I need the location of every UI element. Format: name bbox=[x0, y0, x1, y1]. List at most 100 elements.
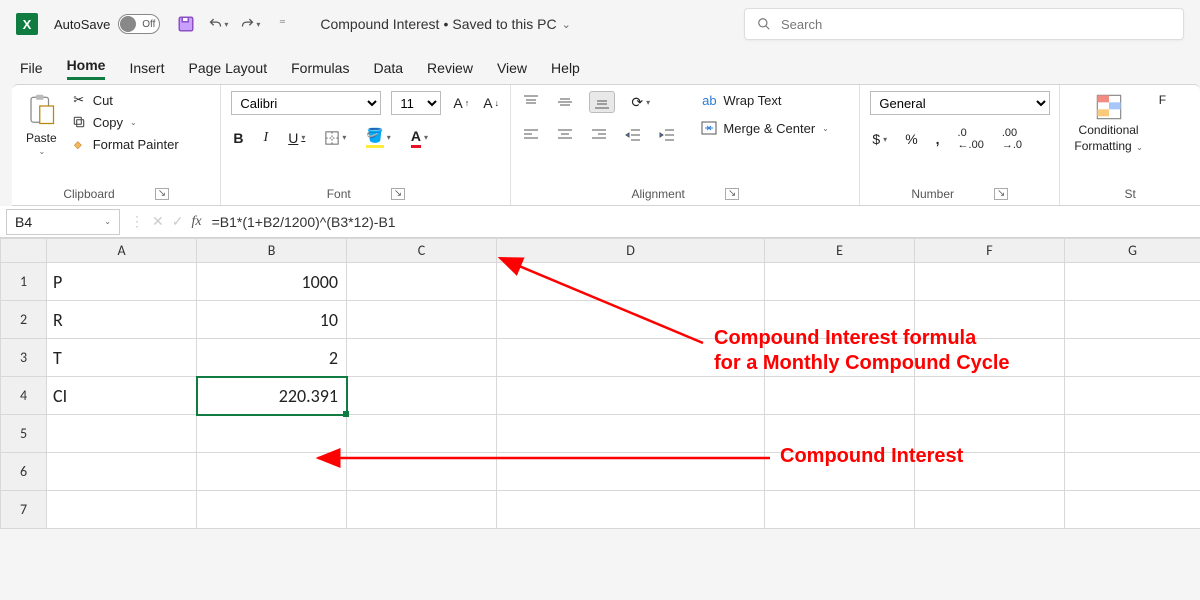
align-right-button[interactable] bbox=[589, 125, 609, 145]
number-format-select[interactable]: General bbox=[870, 91, 1050, 115]
decrease-font-button[interactable]: A↓ bbox=[481, 93, 501, 113]
font-name-select[interactable]: Calibri bbox=[231, 91, 381, 115]
cell-E6[interactable] bbox=[765, 453, 915, 491]
cell-E2[interactable] bbox=[765, 301, 915, 339]
row-header-6[interactable]: 6 bbox=[1, 453, 47, 491]
font-size-select[interactable]: 11 bbox=[391, 91, 441, 115]
underline-button[interactable]: U▾ bbox=[286, 128, 307, 148]
tab-view[interactable]: View bbox=[497, 56, 527, 80]
cell-C3[interactable] bbox=[347, 339, 497, 377]
cell-E5[interactable] bbox=[765, 415, 915, 453]
decrease-decimal-button[interactable]: .00→.0 bbox=[1000, 125, 1024, 153]
tab-review[interactable]: Review bbox=[427, 56, 473, 80]
col-header-D[interactable]: D bbox=[497, 239, 765, 263]
italic-button[interactable]: I bbox=[262, 128, 271, 148]
increase-decimal-button[interactable]: .0←.00 bbox=[956, 125, 986, 153]
dialog-launcher-icon[interactable]: ↘ bbox=[391, 188, 405, 200]
name-box[interactable]: B4 ⌄ bbox=[6, 209, 120, 235]
col-header-C[interactable]: C bbox=[347, 239, 497, 263]
tab-data[interactable]: Data bbox=[373, 56, 403, 80]
cell-C4[interactable] bbox=[347, 377, 497, 415]
cut-button[interactable]: ✂ Cut bbox=[69, 91, 181, 109]
tab-page-layout[interactable]: Page Layout bbox=[188, 56, 267, 80]
cell-D3[interactable] bbox=[497, 339, 765, 377]
cell-F6[interactable] bbox=[915, 453, 1065, 491]
cell-E3[interactable] bbox=[765, 339, 915, 377]
cell-F7[interactable] bbox=[915, 491, 1065, 529]
cell-E7[interactable] bbox=[765, 491, 915, 529]
paste-button[interactable]: Paste ⌄ bbox=[22, 91, 61, 158]
cell-A4[interactable]: CI bbox=[47, 377, 197, 415]
cell-E1[interactable] bbox=[765, 263, 915, 301]
cell-D5[interactable] bbox=[497, 415, 765, 453]
cell-B6[interactable] bbox=[197, 453, 347, 491]
formula-input[interactable]: =B1*(1+B2/1200)^(B3*12)-B1 bbox=[212, 214, 1200, 230]
cell-F4[interactable] bbox=[915, 377, 1065, 415]
qat-more-icon[interactable]: ⁼ bbox=[272, 14, 292, 34]
redo-button[interactable]: ▾ bbox=[240, 14, 260, 34]
dialog-launcher-icon[interactable]: ↘ bbox=[725, 188, 739, 200]
cell-G5[interactable] bbox=[1065, 415, 1200, 453]
col-header-A[interactable]: A bbox=[47, 239, 197, 263]
save-icon[interactable] bbox=[176, 14, 196, 34]
increase-indent-button[interactable] bbox=[657, 125, 677, 145]
col-header-F[interactable]: F bbox=[915, 239, 1065, 263]
cell-A5[interactable] bbox=[47, 415, 197, 453]
cell-D1[interactable] bbox=[497, 263, 765, 301]
bold-button[interactable]: B bbox=[231, 128, 245, 148]
cell-F5[interactable] bbox=[915, 415, 1065, 453]
copy-button[interactable]: Copy ⌄ bbox=[69, 113, 181, 131]
row-header-7[interactable]: 7 bbox=[1, 491, 47, 529]
cell-B3[interactable]: 2 bbox=[197, 339, 347, 377]
orientation-button[interactable]: ⟳▾ bbox=[629, 92, 652, 113]
merge-center-button[interactable]: Merge & Center ⌄ bbox=[699, 119, 830, 137]
tab-formulas[interactable]: Formulas bbox=[291, 56, 349, 80]
select-all-corner[interactable] bbox=[1, 239, 47, 263]
cell-C5[interactable] bbox=[347, 415, 497, 453]
col-header-B[interactable]: B bbox=[197, 239, 347, 263]
wrap-text-button[interactable]: ab Wrap Text bbox=[699, 91, 830, 109]
cell-B5[interactable] bbox=[197, 415, 347, 453]
cell-G6[interactable] bbox=[1065, 453, 1200, 491]
autosave-control[interactable]: AutoSave Off bbox=[54, 14, 160, 34]
cell-G1[interactable] bbox=[1065, 263, 1200, 301]
cell-A2[interactable]: R bbox=[47, 301, 197, 339]
decrease-indent-button[interactable] bbox=[623, 125, 643, 145]
cell-A3[interactable]: T bbox=[47, 339, 197, 377]
cell-G4[interactable] bbox=[1065, 377, 1200, 415]
increase-font-button[interactable]: A↑ bbox=[451, 93, 471, 113]
document-title[interactable]: Compound Interest • Saved to this PC ⌄ bbox=[320, 16, 570, 32]
undo-button[interactable]: ▾ bbox=[208, 14, 228, 34]
tab-file[interactable]: File bbox=[20, 56, 43, 80]
cell-G7[interactable] bbox=[1065, 491, 1200, 529]
cell-A7[interactable] bbox=[47, 491, 197, 529]
cell-F2[interactable] bbox=[915, 301, 1065, 339]
format-as-table-button[interactable]: F bbox=[1155, 91, 1170, 109]
cell-A1[interactable]: P bbox=[47, 263, 197, 301]
cell-G2[interactable] bbox=[1065, 301, 1200, 339]
align-middle-button[interactable] bbox=[555, 92, 575, 112]
search-input[interactable]: Search bbox=[744, 8, 1184, 40]
col-header-E[interactable]: E bbox=[765, 239, 915, 263]
align-left-button[interactable] bbox=[521, 125, 541, 145]
autosave-toggle[interactable]: Off bbox=[118, 14, 160, 34]
cell-C1[interactable] bbox=[347, 263, 497, 301]
cell-D6[interactable] bbox=[497, 453, 765, 491]
cell-F3[interactable] bbox=[915, 339, 1065, 377]
comma-format-button[interactable]: , bbox=[934, 129, 942, 149]
cell-A6[interactable] bbox=[47, 453, 197, 491]
percent-format-button[interactable]: % bbox=[903, 129, 919, 149]
row-header-4[interactable]: 4 bbox=[1, 377, 47, 415]
dialog-launcher-icon[interactable]: ↘ bbox=[994, 188, 1008, 200]
tab-insert[interactable]: Insert bbox=[129, 56, 164, 80]
row-header-5[interactable]: 5 bbox=[1, 415, 47, 453]
fx-icon[interactable]: fx bbox=[191, 214, 201, 230]
tab-help[interactable]: Help bbox=[551, 56, 580, 80]
cell-C2[interactable] bbox=[347, 301, 497, 339]
cell-B2[interactable]: 10 bbox=[197, 301, 347, 339]
dialog-launcher-icon[interactable]: ↘ bbox=[155, 188, 169, 200]
font-color-button[interactable]: A▾ bbox=[409, 126, 430, 150]
cell-C7[interactable] bbox=[347, 491, 497, 529]
format-painter-button[interactable]: Format Painter bbox=[69, 135, 181, 153]
cell-G3[interactable] bbox=[1065, 339, 1200, 377]
